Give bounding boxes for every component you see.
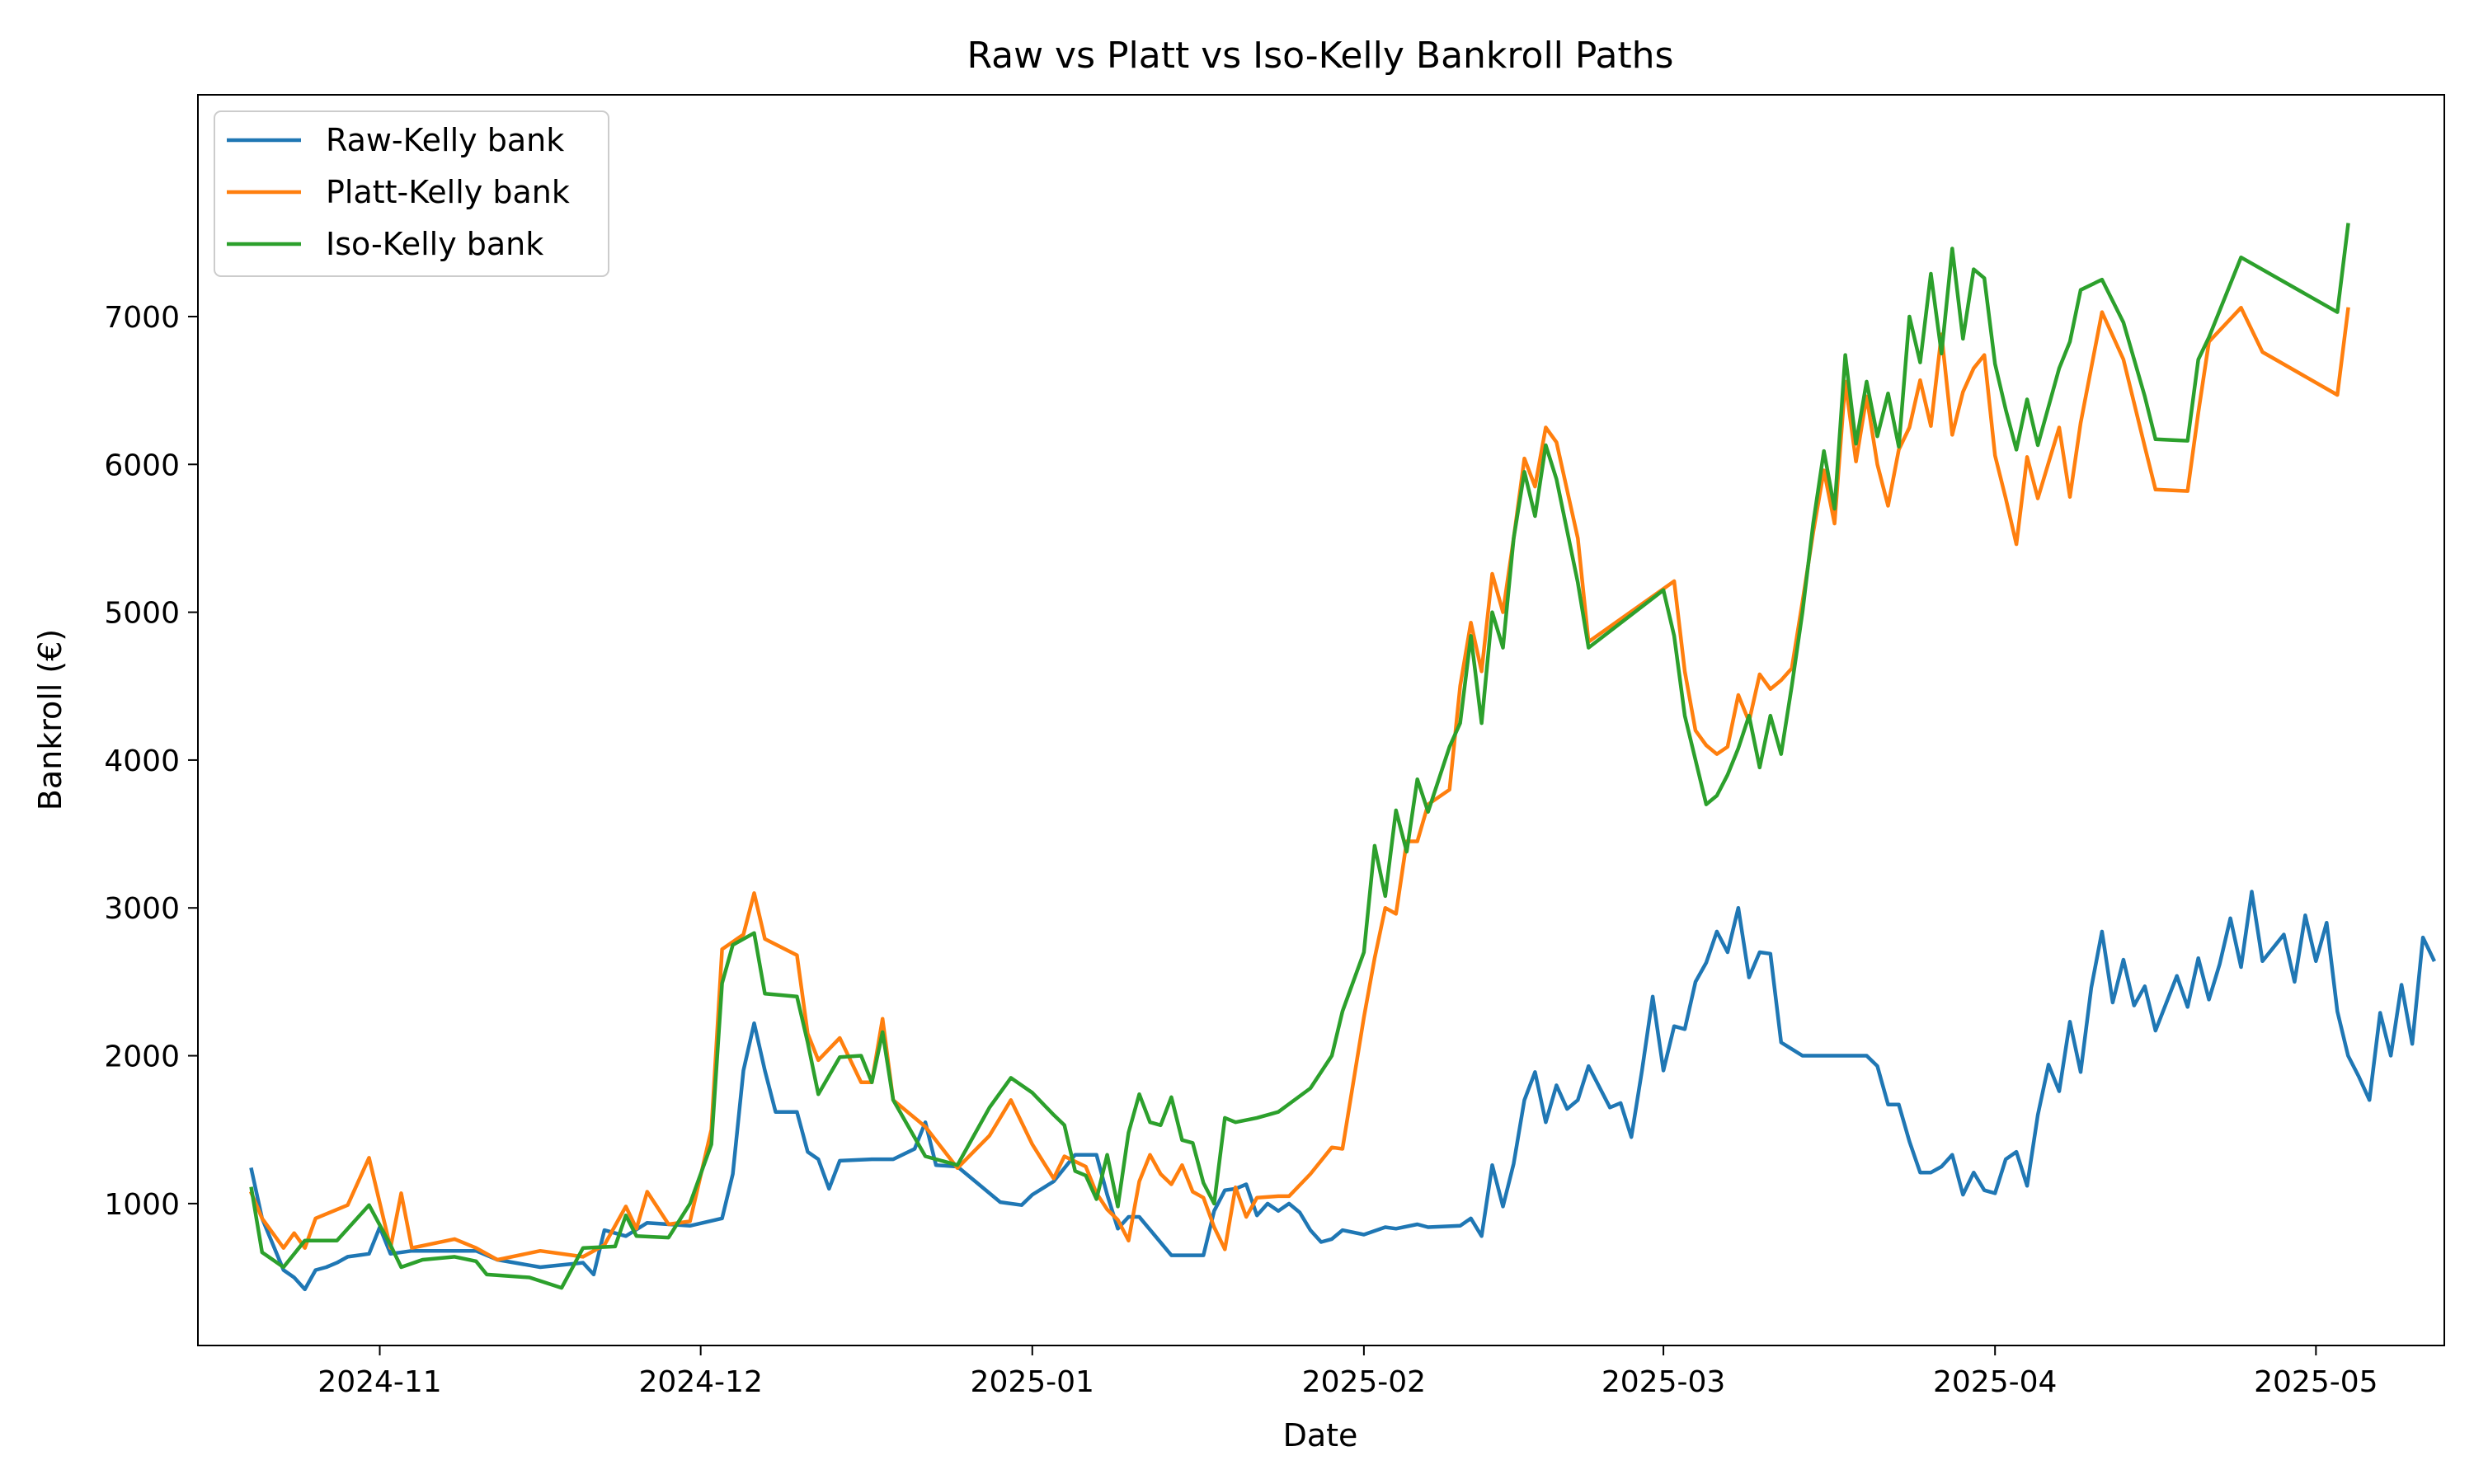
y-tick-label: 5000: [104, 597, 180, 631]
chart-title: Raw vs Platt vs Iso-Kelly Bankroll Paths: [967, 35, 1674, 77]
x-tick-label: 2025-05: [2254, 1365, 2378, 1399]
x-tick-label: 2024-11: [317, 1365, 441, 1399]
x-ticks: 2024-11 2024-12 2025-01 2025-02 2025-03 2025-…: [317, 1345, 2378, 1399]
x-tick-label: 2025-01: [971, 1365, 1094, 1399]
legend-box: [214, 110, 609, 277]
y-ticks: 1000 2000 3000 4000 5000 6000 7000: [104, 301, 198, 1222]
x-tick-label: 2025-04: [1933, 1365, 2057, 1399]
legend-label: Iso-Kelly bank: [326, 226, 543, 262]
y-axis-label: Bankroll (€): [32, 629, 68, 811]
plot-frame: [197, 94, 2445, 1346]
legend-label: Platt-Kelly bank: [326, 174, 570, 210]
y-tick-label: 3000: [104, 892, 180, 926]
y-tick-label: 4000: [104, 744, 180, 778]
series-line-3: [249, 223, 2350, 1290]
y-tick-label: 1000: [104, 1188, 180, 1222]
y-tick-label: 2000: [104, 1040, 180, 1074]
series-line-1: [249, 890, 2437, 1292]
legend: Raw-Kelly bank Platt-Kelly bank Iso-Kelly …: [214, 110, 609, 277]
x-tick-label: 2025-03: [1602, 1365, 1725, 1399]
x-tick-label: 2024-12: [638, 1365, 762, 1399]
x-tick-label: 2025-02: [1302, 1365, 1426, 1399]
series-lines: [248, 223, 2437, 1292]
legend-label: Raw-Kelly bank: [326, 122, 564, 158]
y-tick-label: 7000: [104, 301, 180, 335]
y-tick-label: 6000: [104, 448, 180, 482]
series-line-2: [248, 305, 2350, 1262]
x-axis-label: Date: [1283, 1417, 1358, 1453]
